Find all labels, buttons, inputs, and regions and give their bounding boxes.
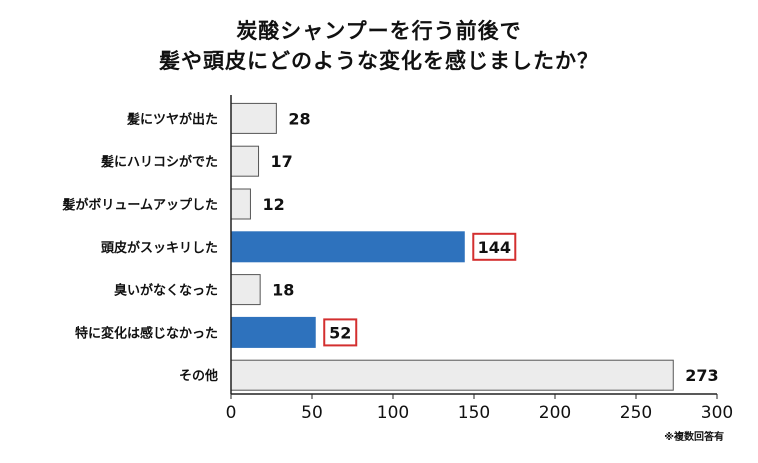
multiple-answers-note: ※複数回答有 (664, 432, 724, 443)
bar (230, 274, 261, 306)
data-label: 28 (288, 109, 310, 128)
category-label: 特に変化は感じなかった (75, 325, 218, 341)
bar (230, 231, 465, 263)
data-label: 17 (271, 152, 293, 171)
category-label: 髪にツヤが出た (126, 111, 218, 127)
x-tick-label: 200 (539, 403, 571, 423)
x-tick-label: 0 (226, 403, 237, 423)
bar (230, 102, 277, 134)
data-label: 273 (685, 366, 718, 385)
data-label: 144 (478, 238, 511, 257)
bar (230, 359, 674, 391)
chart-title-line-1: 炭酸シャンプーを行う前後で (236, 19, 522, 43)
data-label: 18 (272, 281, 294, 300)
value-callout-box (472, 232, 517, 261)
category-label: 髪がボリュームアップした (61, 197, 218, 213)
x-tick-label: 300 (701, 403, 733, 423)
category-label: 頭皮がスッキリした (101, 240, 218, 256)
chart-title: 炭酸シャンプーを行う前後で 髪や頭皮にどのような変化を感じましたか？ (0, 16, 758, 76)
bar (230, 188, 251, 220)
category-label: その他 (179, 368, 218, 384)
x-tick-label: 150 (458, 403, 490, 423)
x-tick-label: 50 (301, 403, 323, 423)
category-label: 臭いがなくなった (114, 283, 218, 299)
data-label: 52 (329, 323, 351, 342)
bar (230, 145, 260, 177)
value-callout-box (323, 318, 358, 347)
category-label: 髪にハリコシがでた (100, 154, 218, 170)
x-tick-label: 250 (620, 403, 652, 423)
bar (230, 316, 316, 348)
data-label: 12 (262, 195, 284, 214)
chart-title-line-2: 髪や頭皮にどのような変化を感じましたか？ (159, 49, 599, 73)
x-tick-label: 100 (377, 403, 409, 423)
